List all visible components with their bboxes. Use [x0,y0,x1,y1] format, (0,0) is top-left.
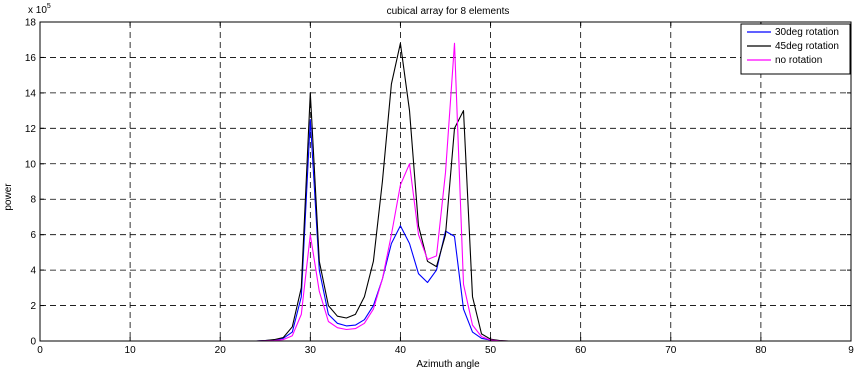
x-tick-label: 40 [395,345,407,356]
y-tick-label: 16 [25,53,37,64]
x-tick-label: 60 [575,345,587,356]
x-tick-label: 70 [665,345,677,356]
x-tick-label: 9 [848,345,854,356]
y-axis-label: power [3,183,14,211]
chart-title: cubical array for 8 elements [387,6,510,17]
x-axis-label: Azimuth angle [416,359,480,370]
legend-label: 45deg rotation [775,41,839,52]
y-tick-label: 14 [25,88,37,99]
y-tick-label: 12 [25,124,37,135]
x-tick-label: 10 [125,345,137,356]
y-tick-label: 0 [30,337,36,348]
legend-label: no rotation [775,55,822,66]
y-axis-exponent-base: x 10 [28,5,47,16]
plot-frame [39,21,852,342]
series-lines [40,42,851,342]
x-tick-label: 80 [755,345,767,356]
y-tick-label: 6 [30,230,36,241]
y-tick-label: 4 [30,266,36,277]
series-line-no-rotation [40,42,851,342]
y-axis-exponent-power: 5 [47,3,51,10]
y-tick-label: 18 [25,18,37,29]
y-axis-exponent: x 105 [28,3,51,16]
x-tick-label: 30 [305,345,317,356]
grid [40,22,851,341]
legend-label: 30deg rotation [775,27,839,38]
x-tick-label: 50 [485,345,497,356]
x-tick-label: 0 [37,345,43,356]
x-tick-label: 20 [215,345,227,356]
series-line-45deg-rotation [40,42,851,342]
y-tick-label: 10 [25,159,37,170]
y-tick-label: 8 [30,195,36,206]
y-tick-label: 2 [30,301,36,312]
legend: 30deg rotation 45deg rotation no rotation [740,23,851,75]
